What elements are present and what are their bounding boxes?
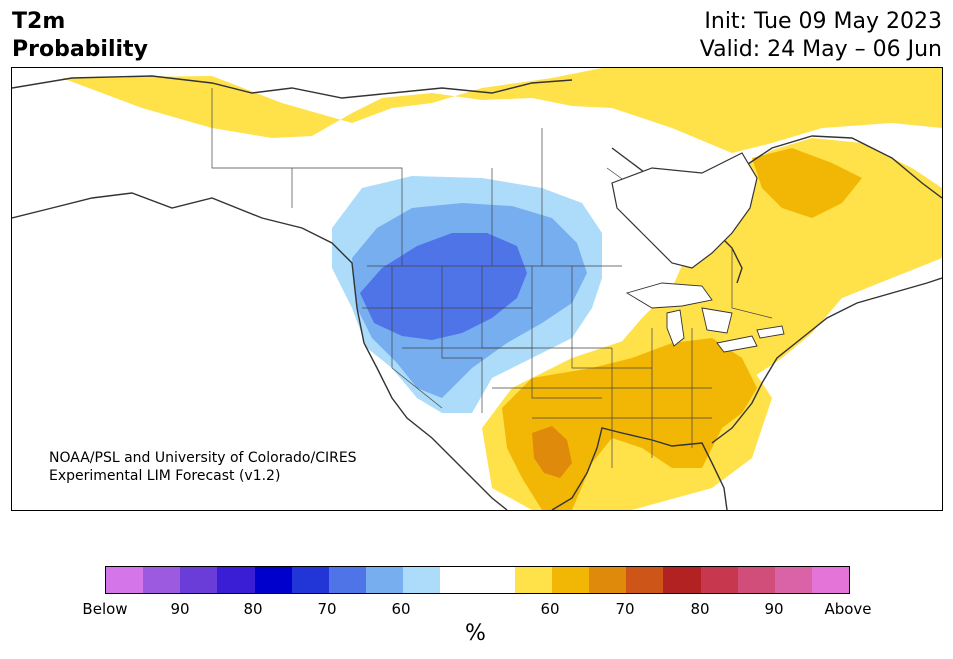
title-line-1: T2m bbox=[12, 9, 66, 34]
colorbar-segment bbox=[514, 567, 552, 593]
colorbar-segment bbox=[366, 567, 404, 593]
colorbar-segment bbox=[106, 567, 144, 593]
political-borders bbox=[211, 88, 773, 468]
colorbar-segment bbox=[700, 567, 738, 593]
colorbar-segment bbox=[774, 567, 812, 593]
colorbar-tick-label: Below bbox=[82, 600, 128, 618]
colorbar-segment bbox=[477, 567, 515, 593]
colorbar-segment bbox=[328, 567, 367, 593]
colorbar-segment bbox=[811, 567, 850, 593]
colorbar-segment bbox=[737, 567, 775, 593]
colorbar-segment bbox=[291, 567, 329, 593]
colorbar-segment bbox=[551, 567, 590, 593]
colorbar-segment bbox=[143, 567, 181, 593]
colorbar-tick-label: 80 bbox=[690, 600, 710, 618]
colorbar-tick-label: 70 bbox=[615, 600, 635, 618]
map-title: T2m Probability bbox=[12, 8, 148, 64]
shade-orange-quebec bbox=[752, 148, 862, 218]
forecast-dates: Init: Tue 09 May 2023 Valid: 24 May – 06… bbox=[700, 8, 942, 64]
colorbar-segment bbox=[254, 567, 292, 593]
coastlines bbox=[12, 75, 942, 510]
colorbar-tick-label: 60 bbox=[540, 600, 560, 618]
great-lakes bbox=[625, 282, 785, 353]
colorbar-tick-label: 60 bbox=[391, 600, 411, 618]
credit-line-2: Experimental LIM Forecast (v1.2) bbox=[49, 468, 281, 484]
colorbar-tick-label: Above bbox=[824, 600, 872, 618]
hudson-bay bbox=[611, 152, 758, 269]
colorbar-tick-label: 80 bbox=[243, 600, 263, 618]
colorbar-unit: % bbox=[465, 621, 486, 646]
colorbar-segment bbox=[589, 567, 627, 593]
colorbar-segment bbox=[403, 567, 441, 593]
colorbar-tick-label: 90 bbox=[764, 600, 784, 618]
credit-text: NOAA/PSL and University of Colorado/CIRE… bbox=[49, 449, 357, 485]
valid-period: Valid: 24 May – 06 Jun bbox=[699, 37, 942, 62]
credit-line-1: NOAA/PSL and University of Colorado/CIRE… bbox=[49, 450, 357, 466]
colorbar-segment bbox=[440, 567, 478, 593]
colorbar-segment bbox=[180, 567, 218, 593]
shade-darkorange-texas bbox=[532, 426, 572, 478]
colorbar-segment bbox=[663, 567, 701, 593]
init-date: Init: Tue 09 May 2023 bbox=[704, 9, 942, 34]
probability-colorbar bbox=[105, 566, 850, 594]
map-panel bbox=[11, 67, 943, 511]
colorbar-segment bbox=[217, 567, 255, 593]
colorbar-ticks: Below 90 80 70 60 60 70 80 90 Above bbox=[0, 600, 953, 620]
title-line-2: Probability bbox=[12, 37, 148, 62]
colorbar-tick-label: 70 bbox=[317, 600, 337, 618]
colorbar-segment bbox=[626, 567, 664, 593]
shade-yellow-arctic bbox=[62, 68, 942, 153]
forecast-map bbox=[12, 68, 942, 510]
colorbar-tick-label: 90 bbox=[170, 600, 190, 618]
